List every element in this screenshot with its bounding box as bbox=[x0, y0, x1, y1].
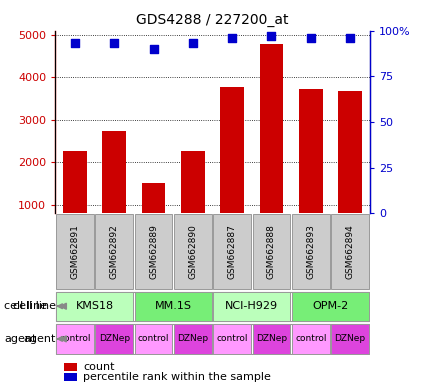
Bar bbox=[338, 91, 362, 213]
Text: DZNep: DZNep bbox=[99, 334, 130, 343]
Text: agent: agent bbox=[4, 334, 37, 344]
FancyBboxPatch shape bbox=[292, 291, 369, 321]
FancyBboxPatch shape bbox=[56, 291, 133, 321]
Point bbox=[190, 40, 196, 46]
FancyBboxPatch shape bbox=[174, 324, 212, 354]
Text: cell line: cell line bbox=[13, 301, 56, 311]
FancyBboxPatch shape bbox=[213, 324, 251, 354]
Text: NCI-H929: NCI-H929 bbox=[225, 301, 278, 311]
FancyBboxPatch shape bbox=[292, 214, 330, 289]
Text: control: control bbox=[138, 334, 169, 343]
Text: GSM662892: GSM662892 bbox=[110, 224, 119, 279]
FancyBboxPatch shape bbox=[213, 214, 251, 289]
Bar bbox=[102, 131, 126, 213]
Text: KMS18: KMS18 bbox=[76, 301, 113, 311]
Text: GSM662889: GSM662889 bbox=[149, 224, 158, 279]
Text: GSM662894: GSM662894 bbox=[346, 224, 354, 279]
FancyBboxPatch shape bbox=[213, 291, 290, 321]
Text: OPM-2: OPM-2 bbox=[312, 301, 348, 311]
Bar bbox=[181, 151, 204, 213]
FancyBboxPatch shape bbox=[56, 324, 94, 354]
FancyBboxPatch shape bbox=[252, 324, 290, 354]
FancyBboxPatch shape bbox=[135, 214, 173, 289]
Text: count: count bbox=[83, 362, 114, 372]
Text: DZNep: DZNep bbox=[256, 334, 287, 343]
Text: GSM662890: GSM662890 bbox=[188, 224, 197, 279]
Bar bbox=[63, 151, 87, 213]
Title: GDS4288 / 227200_at: GDS4288 / 227200_at bbox=[136, 13, 289, 27]
Point bbox=[229, 35, 235, 41]
FancyBboxPatch shape bbox=[95, 214, 133, 289]
Bar bbox=[220, 87, 244, 213]
FancyBboxPatch shape bbox=[95, 324, 133, 354]
Bar bbox=[142, 184, 165, 213]
Text: DZNep: DZNep bbox=[334, 334, 366, 343]
Text: GSM662888: GSM662888 bbox=[267, 224, 276, 279]
FancyBboxPatch shape bbox=[174, 214, 212, 289]
Point bbox=[71, 40, 78, 46]
FancyBboxPatch shape bbox=[135, 291, 212, 321]
Text: MM.1S: MM.1S bbox=[155, 301, 192, 311]
Point bbox=[111, 40, 118, 46]
Text: control: control bbox=[295, 334, 326, 343]
Text: control: control bbox=[59, 334, 91, 343]
Text: GSM662891: GSM662891 bbox=[71, 224, 79, 279]
Text: GSM662887: GSM662887 bbox=[228, 224, 237, 279]
Point bbox=[347, 35, 354, 41]
Text: DZNep: DZNep bbox=[177, 334, 208, 343]
Text: percentile rank within the sample: percentile rank within the sample bbox=[83, 372, 271, 382]
FancyBboxPatch shape bbox=[135, 324, 173, 354]
Bar bbox=[260, 44, 283, 213]
Text: cell line: cell line bbox=[4, 301, 47, 311]
FancyBboxPatch shape bbox=[331, 214, 369, 289]
Bar bbox=[299, 89, 323, 213]
FancyBboxPatch shape bbox=[331, 324, 369, 354]
FancyBboxPatch shape bbox=[56, 214, 94, 289]
FancyBboxPatch shape bbox=[292, 324, 330, 354]
Point bbox=[150, 46, 157, 52]
Point bbox=[268, 33, 275, 39]
Point bbox=[307, 35, 314, 41]
Text: control: control bbox=[216, 334, 248, 343]
Text: agent: agent bbox=[24, 334, 56, 344]
Text: GSM662893: GSM662893 bbox=[306, 224, 315, 279]
FancyBboxPatch shape bbox=[252, 214, 290, 289]
